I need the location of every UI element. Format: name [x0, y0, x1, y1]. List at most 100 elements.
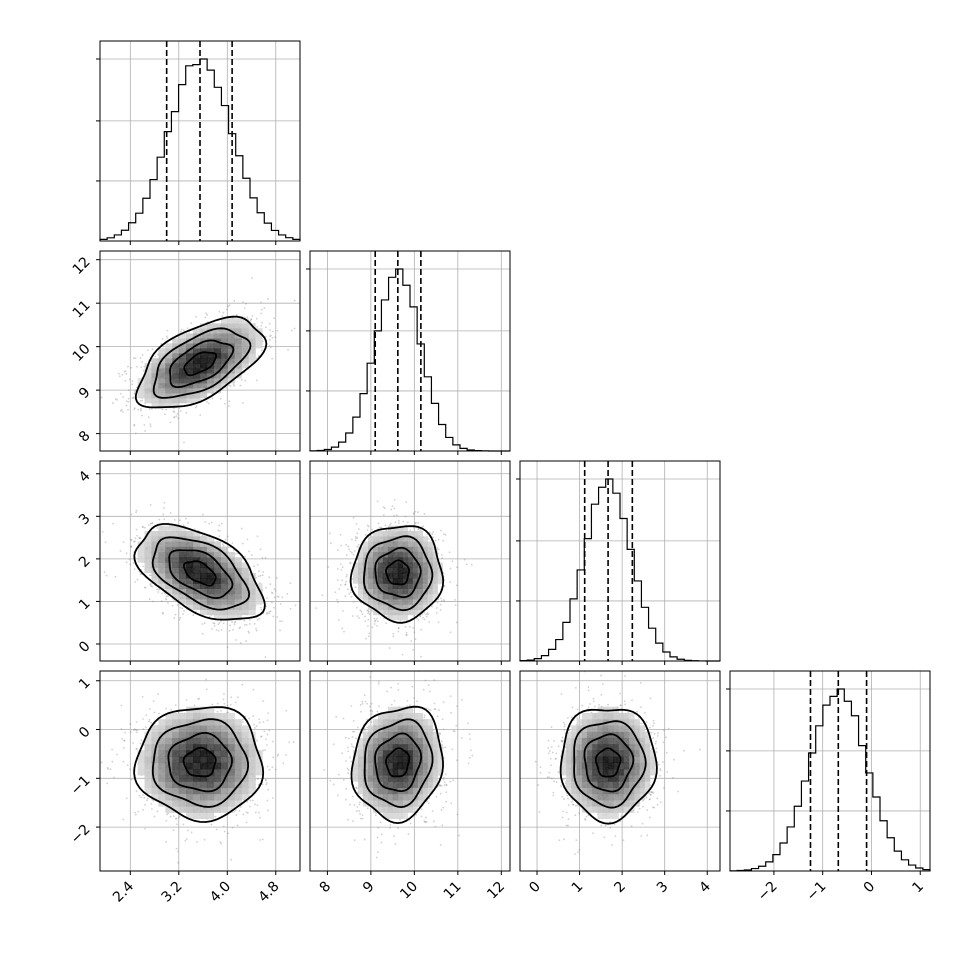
density-cell [417, 578, 423, 584]
density-cell [402, 588, 409, 595]
sample-point [315, 607, 318, 609]
sample-point [128, 558, 131, 561]
density-cell [206, 358, 215, 364]
sample-point [213, 622, 216, 625]
sample-point [353, 549, 356, 552]
sample-point [218, 524, 220, 527]
sample-point [165, 598, 168, 601]
density-cell [432, 551, 438, 558]
density-cell [422, 578, 428, 584]
density-cell [200, 348, 208, 354]
sample-point [219, 397, 222, 400]
density-cell [179, 368, 187, 374]
sample-point [455, 584, 458, 587]
sample-point [234, 621, 237, 623]
sample-point [351, 577, 354, 580]
density-cell [200, 333, 208, 339]
sample-point [222, 311, 225, 314]
sample-point [435, 612, 438, 614]
density-cell [363, 588, 369, 595]
density-cell [144, 551, 152, 558]
sample-point [390, 522, 392, 525]
density-cell [422, 536, 428, 542]
density-cell [206, 604, 215, 610]
sample-point [378, 526, 381, 529]
density-cell [151, 541, 159, 548]
sample-point [213, 624, 216, 627]
density-cell [227, 358, 235, 364]
sample-point [231, 621, 233, 623]
contour-line-0 [385, 559, 411, 586]
sample-point [265, 586, 267, 589]
sample-point [376, 500, 379, 503]
density-cell [432, 557, 438, 563]
sample-point [414, 638, 417, 641]
scatter-points [315, 498, 473, 658]
sample-point [147, 416, 150, 419]
density-cell [382, 541, 389, 548]
sample-point [133, 423, 136, 426]
sample-point [255, 629, 258, 632]
sample-point [112, 522, 114, 525]
sample-point [432, 536, 434, 539]
sample-point [395, 514, 398, 517]
sample-point [440, 529, 442, 532]
density-cell [200, 562, 208, 568]
density-cell [382, 609, 389, 616]
sample-point [354, 586, 357, 589]
sample-point [427, 537, 430, 540]
density-cell [158, 583, 166, 589]
sample-point [265, 605, 268, 608]
density-cell [172, 388, 180, 394]
sample-point [293, 299, 296, 302]
sample-point [344, 583, 347, 586]
density-cell [417, 588, 423, 595]
sample-point [268, 322, 271, 325]
density-cell [407, 546, 414, 553]
density-cell [427, 583, 433, 589]
sample-point [276, 595, 279, 598]
density-cell [186, 397, 194, 404]
sample-point [349, 561, 352, 564]
density-cell [358, 551, 364, 558]
density-cell [432, 567, 438, 574]
density-cell [213, 609, 222, 616]
sample-point [220, 629, 223, 631]
sample-point [229, 385, 232, 387]
density-cell [382, 599, 389, 605]
density-cell [402, 525, 409, 532]
sample-point [160, 600, 163, 603]
sample-point [119, 409, 122, 412]
sample-point [203, 622, 206, 624]
sample-point [251, 276, 253, 279]
sample-point [130, 545, 133, 548]
density-cell [427, 567, 433, 574]
y-tick-label: 3 [76, 511, 94, 529]
density-cell [358, 546, 364, 553]
density-cell [397, 541, 404, 548]
density-cell [172, 368, 180, 374]
density-cell [422, 572, 428, 579]
density-cell [193, 593, 201, 600]
sample-point [345, 580, 347, 583]
density-cell [172, 402, 180, 409]
sample-point [274, 336, 277, 339]
density-cell [432, 588, 438, 595]
sample-point [169, 421, 172, 424]
sample-point [185, 517, 187, 520]
sample-point [207, 402, 210, 405]
sample-point [346, 588, 349, 591]
density-cell [151, 530, 159, 537]
sample-point [431, 605, 433, 608]
sample-point [368, 610, 370, 613]
density-cell [137, 393, 145, 399]
density-cell [358, 557, 364, 563]
density-cell [193, 541, 201, 548]
density-cell [137, 383, 145, 389]
sample-point [384, 524, 387, 527]
sample-point [132, 357, 135, 359]
histogram-panel-0 [96, 40, 301, 245]
sample-point [270, 591, 273, 594]
sample-point [419, 614, 422, 617]
density-cell [151, 397, 159, 404]
